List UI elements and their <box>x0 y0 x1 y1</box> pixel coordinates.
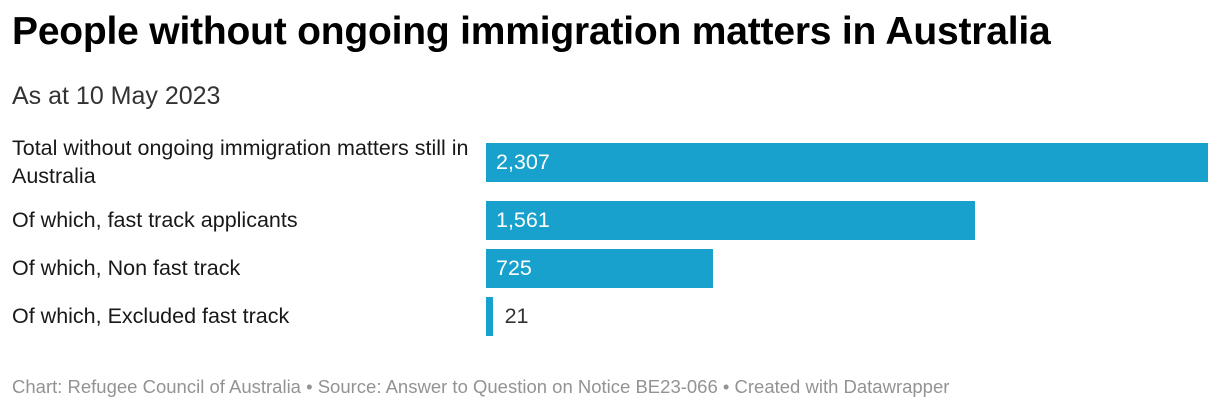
bar-value-label: 725 <box>496 256 532 280</box>
bar <box>486 249 713 288</box>
bar-value-label: 21 <box>504 304 529 328</box>
bar <box>486 297 493 336</box>
chart-footer: Chart: Refugee Council of Australia • So… <box>12 376 950 397</box>
category-label: Of which, fast track applicants <box>12 208 298 232</box>
category-label: Of which, Non fast track <box>12 256 241 280</box>
chart-title: People without ongoing immigration matte… <box>12 10 1051 53</box>
bar-value-label: 1,561 <box>496 208 550 232</box>
chart-subtitle: As at 10 May 2023 <box>12 82 221 110</box>
category-label: Total without ongoing immigration matter… <box>12 136 469 188</box>
bar <box>486 143 1208 182</box>
category-label: Of which, Excluded fast track <box>12 304 290 328</box>
bar-value-label: 2,307 <box>496 150 550 174</box>
bar <box>486 201 975 240</box>
